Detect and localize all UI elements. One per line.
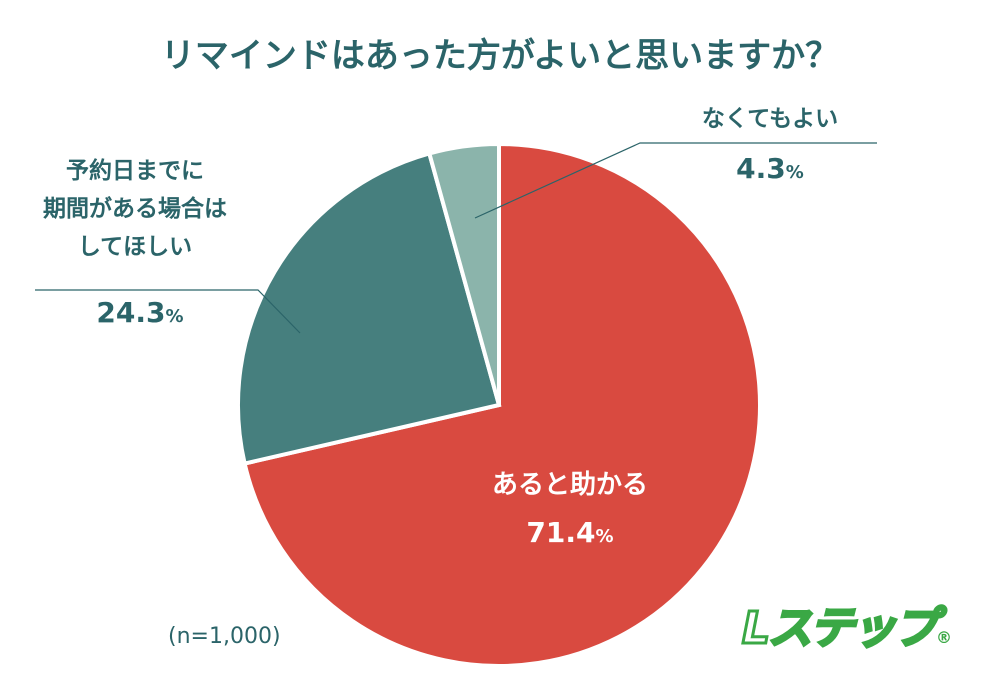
- label-slice-3: なくてもよい: [701, 106, 839, 132]
- label-slice-1: あると助かる: [491, 470, 648, 500]
- label-line: 期間がある場合は: [43, 196, 227, 222]
- pie-slice-3: [426, 141, 501, 406]
- sample-size-note: (n=1,000): [168, 624, 281, 649]
- label-slice-2: 予約日までに 期間がある場合は してほしい: [20, 152, 250, 266]
- chart-title: リマインドはあった方がよいと思いますか？: [160, 36, 840, 76]
- value-slice-3: 4.3%: [736, 152, 804, 185]
- leader-line-right: [474, 142, 877, 219]
- leader-line-left: [35, 289, 301, 334]
- lstep-logo: Lステップ®: [740, 602, 952, 656]
- label-line: 予約日までに: [66, 158, 204, 184]
- pie-slice-2: [236, 151, 502, 466]
- pie-slice-1: [242, 141, 762, 668]
- value-slice-2: 24.3%: [96, 296, 184, 329]
- value-slice-1: 71.4%: [526, 516, 614, 549]
- label-line: してほしい: [77, 234, 193, 260]
